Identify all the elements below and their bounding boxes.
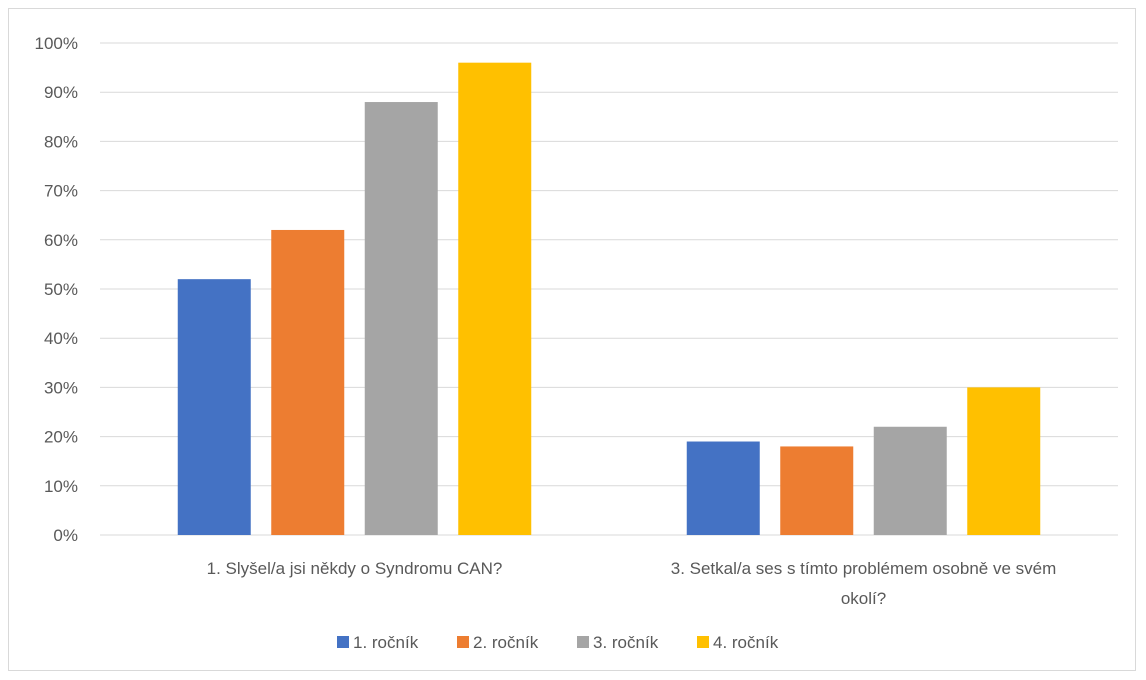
legend: 1. ročník 2. ročník 3. ročník 4. ročník	[337, 633, 779, 652]
y-tick-label: 50%	[44, 280, 78, 299]
y-tick-label: 100%	[35, 34, 78, 53]
y-tick-label: 70%	[44, 182, 78, 201]
y-tick-label: 30%	[44, 378, 78, 397]
y-tick-label: 0%	[53, 526, 78, 545]
y-tick-label: 90%	[44, 83, 78, 102]
legend-swatch	[697, 636, 709, 648]
legend-label: 1. ročník	[353, 633, 419, 652]
y-tick-label: 80%	[44, 132, 78, 151]
gridlines	[100, 42, 1118, 536]
y-tick-label: 20%	[44, 428, 78, 447]
legend-swatch	[577, 636, 589, 648]
legend-label: 3. ročník	[593, 633, 659, 652]
bar	[177, 279, 251, 535]
bar	[873, 426, 947, 535]
bar	[364, 102, 438, 535]
bars	[177, 62, 1041, 536]
category-label: 1. Slyšel/a jsi někdy o Syndromu CAN?	[207, 559, 503, 578]
y-axis-ticks: 0% 10% 20% 30% 40% 50% 60% 70% 80% 90% 100%	[35, 34, 78, 545]
y-tick-label: 40%	[44, 329, 78, 348]
bar	[686, 441, 760, 535]
y-tick-label: 10%	[44, 477, 78, 496]
legend-swatch	[457, 636, 469, 648]
y-tick-label: 60%	[44, 231, 78, 250]
bar	[271, 229, 345, 535]
x-axis-labels: 1. Slyšel/a jsi někdy o Syndromu CAN? 3. …	[207, 559, 1057, 608]
bar	[967, 387, 1041, 535]
category-label: 3. Setkal/a ses s tímto problémem osobně…	[671, 559, 1057, 578]
legend-label: 4. ročník	[713, 633, 779, 652]
category-label: okolí?	[841, 589, 886, 608]
bar	[780, 446, 854, 535]
legend-label: 2. ročník	[473, 633, 539, 652]
legend-swatch	[337, 636, 349, 648]
bar	[458, 62, 532, 536]
